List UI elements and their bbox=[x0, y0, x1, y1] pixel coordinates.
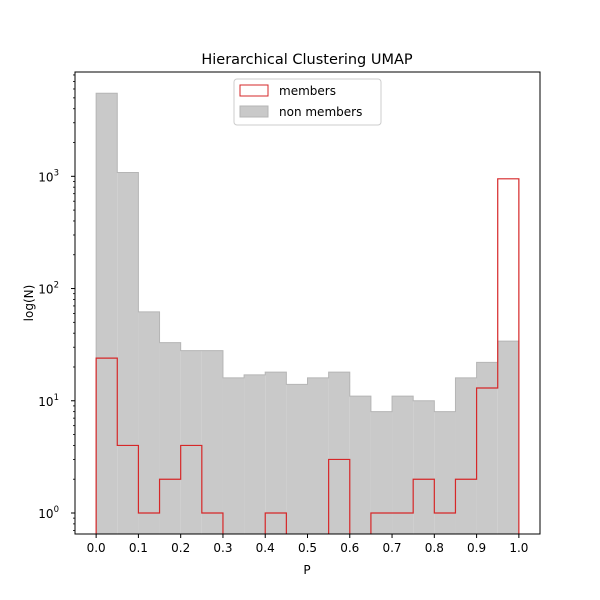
legend-members-swatch bbox=[239, 84, 269, 97]
legend-nonmembers-label: non members bbox=[279, 105, 362, 119]
bar-non-members bbox=[370, 411, 393, 534]
y-tick-label: 101 bbox=[38, 393, 59, 409]
bar-non-members bbox=[286, 384, 308, 534]
bar-non-members bbox=[307, 377, 329, 534]
bar-non-members bbox=[434, 411, 456, 534]
bar-non-members bbox=[413, 400, 435, 534]
bar-non-members bbox=[222, 377, 245, 534]
x-tick-label: 0.5 bbox=[298, 541, 317, 555]
bar-non-members bbox=[265, 372, 287, 534]
y-tick-label: 103 bbox=[38, 168, 59, 184]
y-axis: 100 101 102 103 bbox=[38, 74, 75, 531]
legend-members-label: members bbox=[279, 84, 336, 98]
members-series bbox=[95, 178, 520, 534]
x-axis: 0.0 0.1 0.2 0.3 0.4 0.5 0.6 0.7 0.8 0.9 1.0 bbox=[87, 534, 528, 555]
x-tick-label: 0.2 bbox=[171, 541, 190, 555]
bar-non-members bbox=[392, 396, 414, 534]
bar-non-members bbox=[497, 341, 519, 534]
x-tick-label: 0.6 bbox=[340, 541, 359, 555]
bar-non-members bbox=[117, 172, 139, 534]
bar-non-members bbox=[180, 350, 202, 534]
plot-area bbox=[95, 92, 520, 535]
y-tick-label: 100 bbox=[38, 505, 59, 521]
members-step-line bbox=[95, 178, 520, 534]
bar-non-members bbox=[138, 311, 160, 534]
x-tick-label: 0.1 bbox=[129, 541, 148, 555]
bar-non-members bbox=[328, 372, 350, 534]
bar-non-members bbox=[96, 93, 118, 535]
x-axis-label: P bbox=[303, 563, 310, 577]
bar-non-members bbox=[349, 396, 371, 534]
bar-non-members bbox=[159, 342, 181, 534]
x-tick-label: 1.0 bbox=[509, 541, 528, 555]
x-tick-label: 0.3 bbox=[213, 541, 232, 555]
bar-non-members bbox=[476, 362, 498, 534]
non-members-outline bbox=[95, 92, 520, 534]
bar-non-members bbox=[455, 377, 477, 534]
x-tick-label: 0.0 bbox=[87, 541, 106, 555]
x-tick-label: 0.9 bbox=[467, 541, 486, 555]
x-tick-label: 0.4 bbox=[256, 541, 275, 555]
y-axis-label: log(N) bbox=[22, 285, 36, 322]
bar-non-members bbox=[244, 374, 266, 534]
plot-frame bbox=[74, 71, 541, 535]
chart-title: Hierarchical Clustering UMAP bbox=[201, 52, 413, 68]
x-tick-label: 0.8 bbox=[425, 541, 444, 555]
y-tick-label: 102 bbox=[38, 281, 59, 297]
legend: members non members bbox=[233, 78, 382, 126]
x-tick-label: 0.7 bbox=[382, 541, 401, 555]
bar-non-members bbox=[201, 350, 223, 534]
legend-box bbox=[233, 78, 382, 126]
legend-nonmembers-swatch bbox=[239, 105, 269, 118]
